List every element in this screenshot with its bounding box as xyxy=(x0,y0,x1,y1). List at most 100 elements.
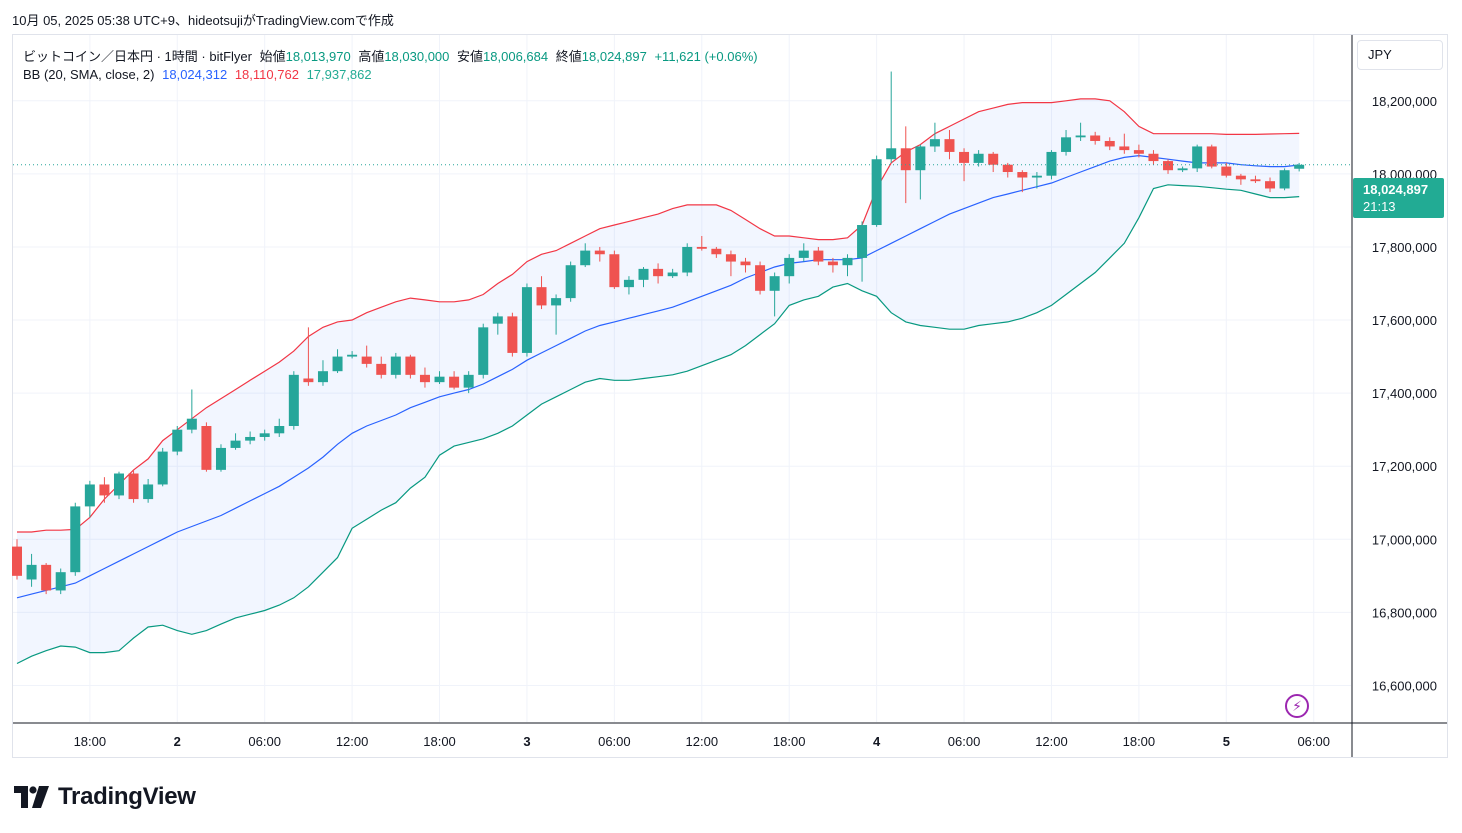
candle-body xyxy=(740,261,751,266)
candle-body xyxy=(915,146,926,171)
candle-body xyxy=(419,374,430,383)
candle xyxy=(623,276,634,295)
tradingview-brand[interactable]: TradingView xyxy=(14,782,196,812)
symbol-label[interactable]: ビットコイン／日本円 · 1時間 · bitFlyer xyxy=(23,49,252,64)
candle-body xyxy=(186,418,197,430)
high-value: 18,030,000 xyxy=(384,49,450,64)
candle-body xyxy=(638,268,649,280)
candle xyxy=(1163,159,1174,174)
candle-body xyxy=(900,148,911,171)
candle-body xyxy=(157,451,168,485)
candle xyxy=(419,367,430,388)
candle xyxy=(1090,131,1101,145)
candle xyxy=(594,246,605,262)
candle xyxy=(1235,173,1246,185)
x-tick-label: 4 xyxy=(873,734,881,749)
x-tick-label: 12:00 xyxy=(1035,734,1068,749)
candle xyxy=(1294,162,1305,172)
lightning-icon[interactable]: ⚡︎ xyxy=(1285,694,1309,718)
candle xyxy=(1104,137,1115,151)
candle xyxy=(55,568,66,595)
candle xyxy=(769,272,780,317)
candle xyxy=(1192,144,1203,173)
x-tick-label: 18:00 xyxy=(74,734,107,749)
x-tick-label: 06:00 xyxy=(948,734,981,749)
candle-body xyxy=(1017,172,1028,178)
open-label: 始値 xyxy=(259,49,286,64)
candle-body xyxy=(1133,150,1144,154)
chart-caption: 10月 05, 2025 05:38 UTC+9、hideotsujiがTrad… xyxy=(12,13,394,28)
candle xyxy=(143,478,154,503)
candle xyxy=(857,221,868,282)
bb-label[interactable]: BB (20, SMA, close, 2) xyxy=(23,67,155,82)
candle xyxy=(99,477,110,503)
candle xyxy=(1279,168,1290,191)
candle xyxy=(113,471,124,500)
candle-body xyxy=(41,564,52,591)
candle-body xyxy=(99,484,110,496)
candle xyxy=(1265,177,1276,193)
candle xyxy=(521,283,532,357)
bb-lower-value: 17,937,862 xyxy=(306,67,372,82)
candle xyxy=(157,447,168,487)
currency-button[interactable]: JPY xyxy=(1357,40,1443,70)
candle xyxy=(186,389,197,434)
candle xyxy=(915,144,926,200)
candle xyxy=(1046,150,1057,180)
candle-body xyxy=(827,261,838,266)
x-tick-label: 12:00 xyxy=(686,734,719,749)
candle xyxy=(1177,166,1188,173)
candle-body xyxy=(361,356,372,364)
candle-body xyxy=(813,250,824,262)
candle-body xyxy=(128,473,139,500)
y-tick-label: 17,800,000 xyxy=(1372,240,1437,255)
candle xyxy=(711,246,722,258)
candle xyxy=(405,354,416,379)
candle-body xyxy=(12,546,22,576)
candle xyxy=(434,371,445,384)
candle xyxy=(536,276,547,310)
candle xyxy=(1221,162,1232,178)
candle-body xyxy=(929,139,940,147)
candle-body xyxy=(390,356,401,375)
x-tick-label: 3 xyxy=(523,734,530,749)
candle xyxy=(1075,122,1086,141)
candle xyxy=(463,371,474,394)
candle xyxy=(1061,130,1072,156)
candle xyxy=(725,250,736,277)
close-label: 終値 xyxy=(555,49,582,64)
candle xyxy=(842,254,853,277)
candle-body xyxy=(84,484,95,507)
candle-body xyxy=(245,436,256,441)
candle-body xyxy=(1061,137,1072,152)
candle-body xyxy=(172,429,183,452)
candle-body xyxy=(886,148,897,160)
candle xyxy=(871,155,882,227)
high-label: 高値 xyxy=(358,49,385,64)
candle xyxy=(274,418,285,437)
candle xyxy=(565,261,576,302)
bar-countdown: 21:13 xyxy=(1363,199,1396,214)
last-price-label: 18,024,897 21:13 xyxy=(1353,178,1444,218)
candle xyxy=(609,250,620,289)
candle xyxy=(798,243,809,262)
candle xyxy=(1206,144,1217,169)
y-tick-label: 17,600,000 xyxy=(1372,313,1437,328)
candle-body xyxy=(347,354,358,357)
y-tick-label: 18,200,000 xyxy=(1372,94,1437,109)
y-tick-label: 17,000,000 xyxy=(1372,532,1437,547)
candle-body xyxy=(798,250,809,258)
candle xyxy=(1148,150,1159,165)
candle-body xyxy=(725,254,736,262)
x-tick-label: 12:00 xyxy=(336,734,369,749)
candle-body xyxy=(711,248,722,255)
candle xyxy=(696,235,707,251)
candle xyxy=(551,294,562,335)
candle-body xyxy=(215,447,226,470)
candle xyxy=(944,130,955,160)
candle xyxy=(507,312,518,357)
candle-body xyxy=(973,153,984,163)
candle-body xyxy=(623,279,634,288)
candle-body xyxy=(332,356,343,372)
